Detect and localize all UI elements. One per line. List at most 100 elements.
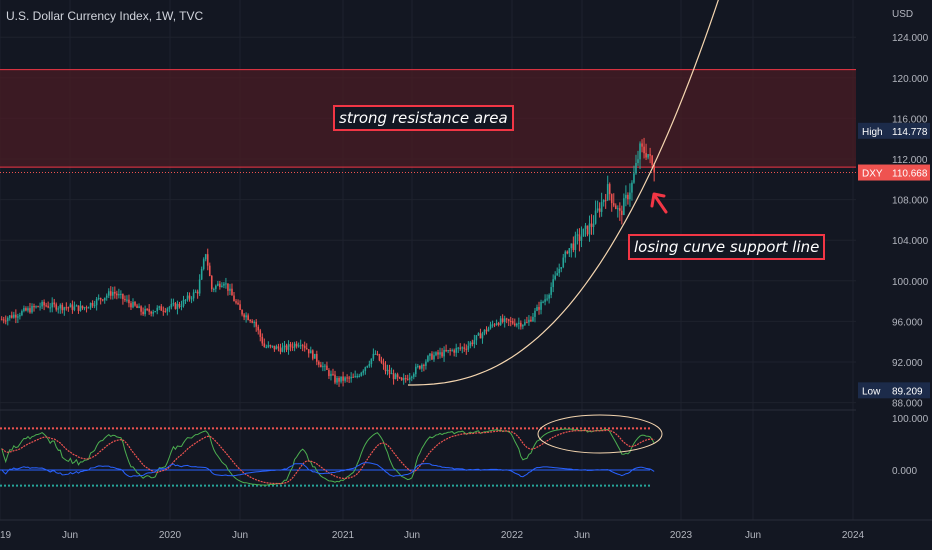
candle-body [445,349,447,352]
candle-body [285,345,288,350]
candle-body [572,243,575,250]
candle-body [75,305,78,307]
candle-body [208,265,211,276]
oscillator-k-line [1,428,655,486]
candle-body [570,243,573,249]
candle-body [501,318,504,322]
candle-body [415,366,417,375]
candle-body [245,315,247,318]
candle-body [386,369,389,372]
candle-body [431,353,433,360]
candle-body [394,374,397,380]
candle-body [43,301,45,306]
price-tick-label: 88.000 [892,399,923,410]
candle-body [39,306,41,308]
candle-body [606,184,609,201]
candle-body [49,307,51,309]
candle-body [130,303,132,308]
candle-body [439,352,441,355]
candle-body [362,370,365,373]
candle-body [162,310,165,312]
candle-body [322,366,324,368]
candle-body [29,308,31,313]
candle-body [516,323,518,326]
candle-body [196,291,199,294]
candle-body [200,269,203,280]
candle-body [334,374,336,383]
candle-body [237,302,239,305]
candle-body [360,372,363,376]
candle-body [520,322,522,327]
candle-body [608,184,611,195]
currency-label: USD [892,9,913,20]
candle-body [156,307,159,312]
price-tick-label: 100.000 [892,277,929,288]
candle-body [651,155,653,165]
candle-body [297,345,300,347]
candle-body [136,305,138,309]
candle-body [4,320,7,322]
candle-body [79,305,82,311]
candlestick-series [0,137,655,387]
candle-body [176,303,179,309]
candle-body [225,283,227,285]
candle-body [116,293,118,296]
candle-body [57,308,60,310]
price-tick-label: 92.000 [892,358,923,369]
time-axis: 2019 Jun 2020 Jun 2021 Jun 2022 Jun 2023 Jun 2024 [0,519,932,541]
candle-body [305,348,308,350]
candle-body [109,291,112,296]
candle-body [376,353,379,355]
price-axis: USD 124.000 120.000 116.000 112.000 108.000 10… [856,0,932,550]
chart-title: U.S. Dollar Currency Index, 1W, TVC [6,9,204,23]
candle-body [45,305,47,307]
candle-body [639,143,641,160]
candle-body [47,305,49,308]
candle-body [99,298,102,300]
candle-body [287,344,290,350]
candle-body [194,291,197,293]
candle-body [641,143,643,147]
candle-body [93,305,96,307]
candle-body [235,301,237,303]
oscillator-d-line [1,429,655,485]
candle-body [239,304,241,310]
candle-body [307,349,310,354]
candle-body [182,299,185,307]
candle-body [449,350,451,352]
support-annotation[interactable]: losing curve support line [628,234,826,260]
candle-body [485,329,488,332]
resistance-annotation[interactable]: strong resistance area [333,105,514,131]
candle-body [261,336,264,344]
candle-body [198,279,201,294]
oscillator-histogram-line [1,462,655,478]
candle-body [584,225,587,229]
candle-body [309,350,312,354]
candle-body [277,346,280,349]
candle-body [71,304,74,310]
candle-body [368,364,371,366]
candle-body [548,294,550,299]
candle-body [562,257,565,268]
candle-body [419,365,421,369]
candle-body [560,267,563,269]
candle-body [364,367,367,371]
candle-body [596,208,599,211]
candle-body [206,254,209,266]
candle-body [27,308,29,311]
candle-body [89,302,92,308]
candle-body [122,293,124,300]
candle-body [410,376,413,378]
high-marker-bg [858,122,930,139]
candle-body [138,306,140,309]
candle-body [33,305,35,308]
price-tick-label: 96.000 [892,317,923,328]
candle-body [279,348,282,352]
low-marker-bg [858,382,930,399]
candle-body [118,293,120,296]
candle-body [604,200,607,202]
candle-body [412,374,415,377]
candle-body [461,347,464,349]
candle-body [550,287,552,295]
